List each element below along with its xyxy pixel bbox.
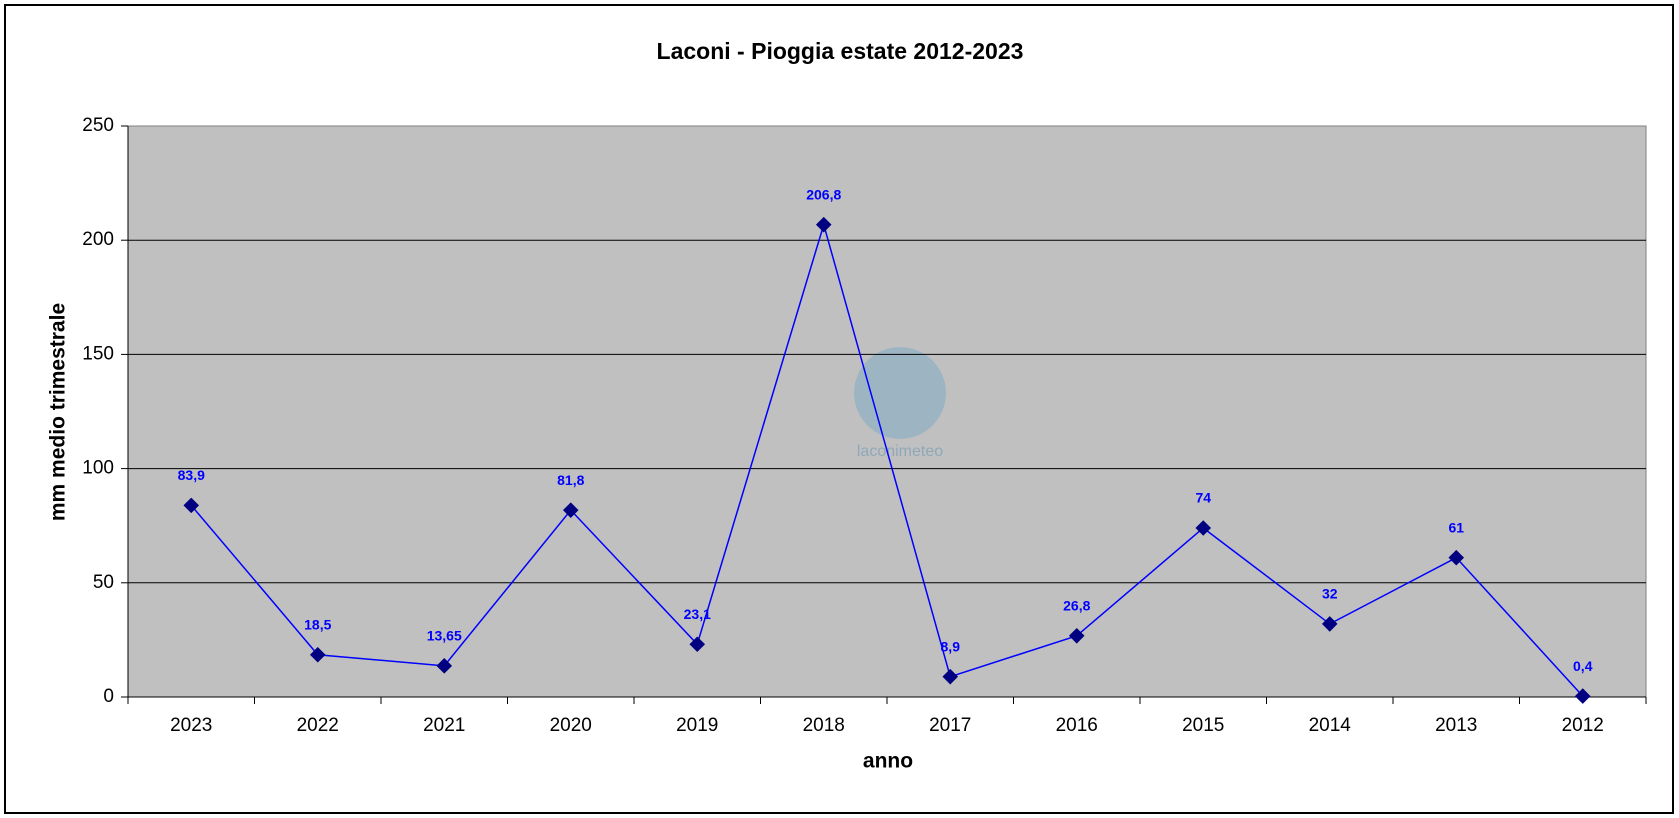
data-line (190, 221, 1584, 697)
x-tick-label: 2022 (297, 715, 339, 736)
y-tick-label tick: 50 (93, 572, 114, 593)
data-point (1068, 628, 1085, 644)
x-tick-label: 2015 (1182, 715, 1224, 736)
x-tick-label: 2016 (1056, 715, 1098, 736)
y-tick-label tick: 150 (82, 343, 114, 364)
x-axis-label: anno (863, 750, 913, 773)
chart-title: Laconi - Pioggia estate 2012-2023 (657, 38, 1024, 64)
y-tick-label tick: 100 (82, 458, 114, 479)
x-tick-label: 2023 (170, 715, 212, 736)
x-tick-label: 2020 (550, 715, 592, 736)
x-tick-label: 2021 (423, 715, 465, 736)
x-tick-label: 2012 (1562, 715, 1604, 736)
x-tick-label: 2013 (1435, 715, 1477, 736)
data-label: 81,8 (557, 472, 584, 488)
data-label: 26,8 (1063, 597, 1090, 613)
x-tick-label: 2019 (676, 715, 718, 736)
x-tick-label: 2014 (1309, 715, 1352, 736)
data-point (815, 216, 832, 233)
data-label: 83,9 (178, 467, 205, 483)
y-axis-label: mm medio trimestrale (47, 303, 70, 521)
data-label: 18,5 (304, 616, 331, 632)
data-label: 74 (1195, 490, 1211, 506)
data-point (942, 668, 959, 685)
data-point (1321, 616, 1338, 632)
data-point (689, 636, 706, 653)
y-tick-label tick: 200 (82, 229, 114, 250)
data-label: 23,1 (684, 606, 711, 622)
data-label: 32 (1322, 586, 1338, 602)
data-label: 61 (1448, 519, 1464, 535)
data-point (1574, 688, 1591, 704)
watermark: laconimeteo (857, 443, 943, 460)
y-tick-label tick: 0 (103, 686, 114, 707)
data-point (183, 497, 200, 514)
data-label: 13,65 (427, 628, 462, 644)
x-tick-label: 2018 (803, 715, 845, 736)
data-label: 8,9 (941, 638, 961, 654)
data-point (1448, 549, 1465, 566)
y-tick-label tick: 250 (82, 115, 114, 136)
data-label: 0,4 (1573, 658, 1593, 674)
watermark-logo (854, 347, 946, 439)
x-tick-label: 2017 (929, 715, 971, 736)
data-label: 206,8 (806, 186, 841, 202)
data-point (1195, 520, 1212, 536)
